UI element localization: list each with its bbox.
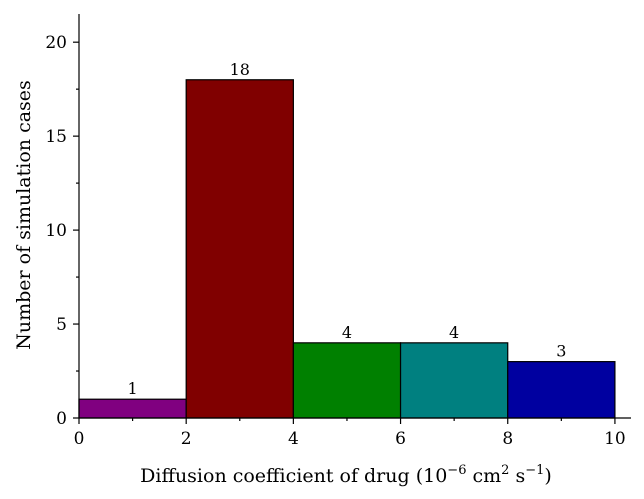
bar-2 — [292, 342, 402, 419]
bar-label-0: 1 — [127, 379, 137, 398]
bar-1 — [185, 79, 294, 419]
bar-label-1: 18 — [230, 60, 250, 79]
x-axis-title-exp3: −1 — [525, 463, 544, 478]
x-axis-title-exp2: 2 — [501, 463, 509, 478]
y-tick-label-1: 5 — [56, 315, 67, 335]
x-axis-title-suffix: ) — [544, 465, 551, 487]
x-axis-title: Diffusion coefficient of drug (10−6 cm2 … — [140, 463, 552, 487]
x-axis-title-mid: cm — [466, 465, 501, 487]
x-ticks: 0 2 4 6 8 10 — [74, 418, 626, 449]
y-tick-label-3: 15 — [45, 127, 67, 147]
bars — [78, 79, 616, 419]
x-tick-label-3: 6 — [395, 429, 406, 449]
bar-label-4: 3 — [556, 342, 566, 361]
y-axis-title: Number of simulation cases — [13, 80, 35, 350]
bar-0 — [78, 398, 187, 419]
x-axis-title-prefix: Diffusion coefficient of drug (10 — [140, 465, 447, 487]
bar-4 — [507, 361, 616, 419]
bar-3 — [399, 342, 509, 419]
y-tick-label-2: 10 — [45, 221, 67, 241]
bar-label-3: 4 — [449, 323, 459, 342]
x-tick-label-2: 4 — [288, 429, 299, 449]
bar-label-2: 4 — [342, 323, 352, 342]
y-tick-label-0: 0 — [56, 409, 67, 429]
y-tick-label-4: 20 — [45, 33, 67, 53]
data-labels: 1 18 4 4 3 — [127, 60, 566, 398]
x-tick-label-0: 0 — [74, 429, 85, 449]
axes — [78, 14, 631, 419]
x-axis-title-mid2: s — [509, 465, 525, 487]
x-tick-label-5: 10 — [604, 429, 626, 449]
x-tick-label-1: 2 — [181, 429, 192, 449]
y-ticks: 0 5 10 15 20 — [45, 33, 79, 429]
x-tick-label-4: 8 — [502, 429, 513, 449]
x-axis-title-exp1: −6 — [447, 463, 466, 478]
